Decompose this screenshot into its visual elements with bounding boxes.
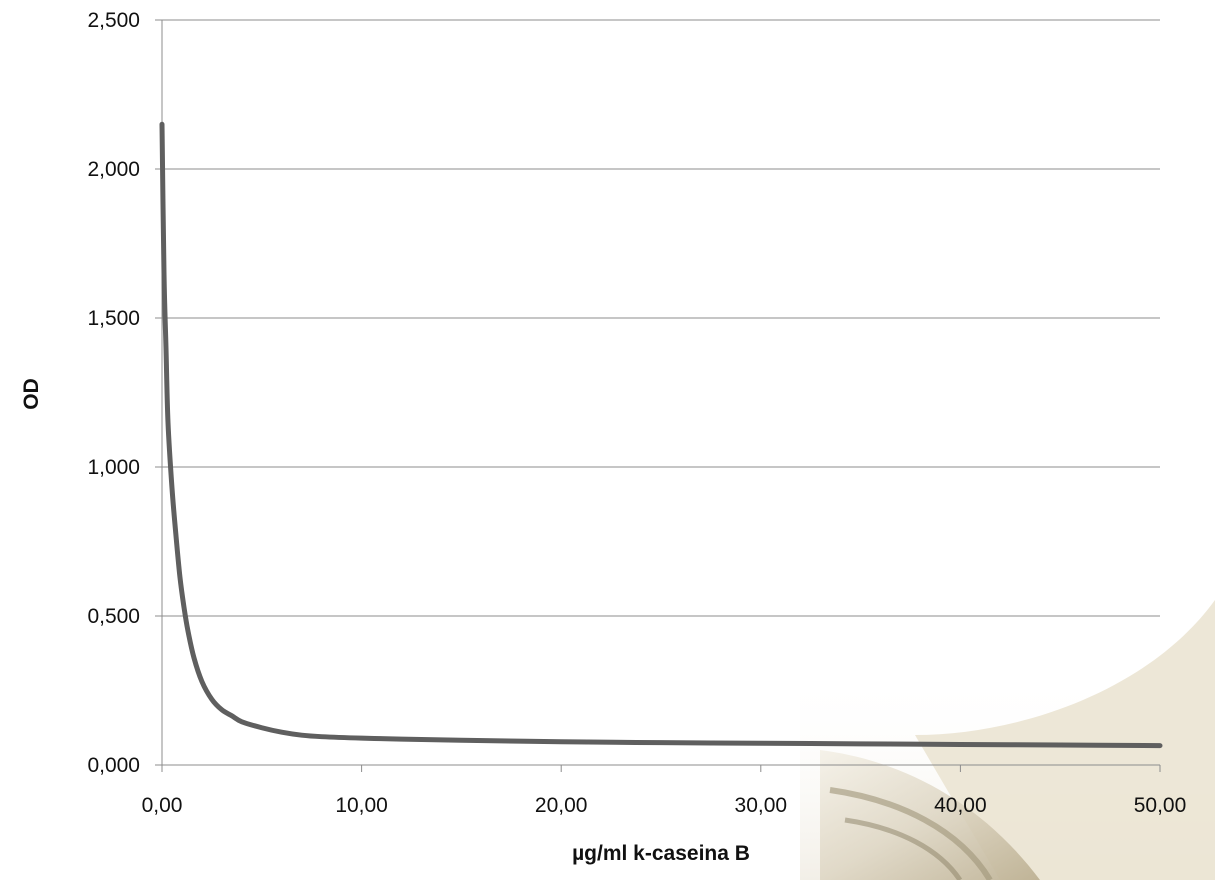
background-decoration bbox=[800, 600, 1215, 880]
x-tick-label: 40,00 bbox=[934, 794, 987, 817]
y-tick-label: 0,000 bbox=[87, 754, 140, 777]
x-tick-label: 0,00 bbox=[142, 794, 183, 817]
x-axis-title: µg/ml k-caseina B bbox=[572, 842, 750, 865]
x-tick-label: 20,00 bbox=[535, 794, 588, 817]
series-group bbox=[159, 121, 1163, 749]
y-tick-label: 2,000 bbox=[87, 158, 140, 181]
y-axis-title: OD bbox=[20, 378, 43, 410]
y-tick-label: 1,500 bbox=[87, 307, 140, 330]
x-tick-label: 10,00 bbox=[335, 794, 388, 817]
series-line bbox=[159, 121, 1163, 749]
y-tick-label: 2,500 bbox=[87, 9, 140, 32]
y-tick-label: 0,500 bbox=[87, 605, 140, 628]
x-axis: 0,00 10,00 20,00 30,00 40,00 50,00 bbox=[142, 764, 1187, 817]
y-axis: 0,000 0,500 1,000 1,500 2,000 2,500 bbox=[87, 9, 163, 777]
y-tick-label: 1,000 bbox=[87, 456, 140, 479]
x-tick-label: 50,00 bbox=[1134, 794, 1187, 817]
gridlines bbox=[162, 19, 1160, 617]
x-tick-label: 30,00 bbox=[735, 794, 788, 817]
